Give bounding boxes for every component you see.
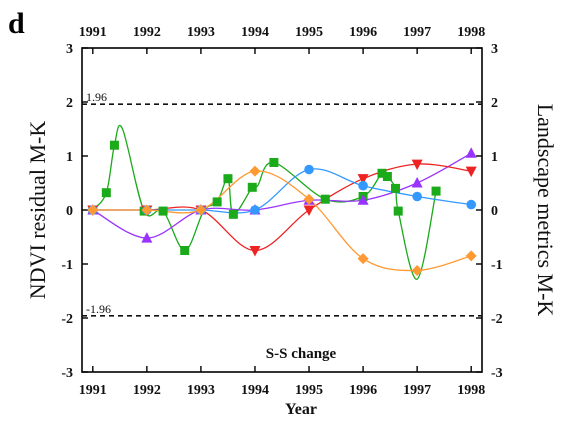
reference-line-label: -1.96 — [86, 302, 111, 316]
marker-square — [158, 206, 168, 216]
x-tick-label-top: 1996 — [349, 25, 377, 40]
x-axis-title: Year — [285, 401, 317, 418]
marker-triangle-down — [465, 166, 477, 178]
marker-square — [180, 246, 190, 255]
series-markers — [87, 140, 477, 276]
y-axis-title: NDVI residual M-K — [25, 121, 50, 300]
y-tick-label: 3 — [66, 42, 73, 57]
x-tick-label-top: 1995 — [295, 25, 323, 40]
y-tick-label: 1 — [66, 150, 73, 165]
marker-triangle-up — [357, 194, 369, 205]
y-tick-label-right: -3 — [491, 366, 503, 381]
marker-triangle-down — [249, 246, 261, 257]
x-tick-label: 1992 — [133, 383, 161, 398]
marker-square — [269, 157, 279, 167]
marker-square — [101, 188, 111, 198]
marker-diamond — [141, 204, 153, 216]
marker-diamond — [87, 204, 99, 216]
marker-diamond — [195, 204, 207, 216]
series-line — [92, 170, 472, 272]
y-tick-label: -1 — [61, 258, 73, 273]
x-tick-label-top: 1998 — [457, 25, 485, 40]
marker-square — [382, 172, 392, 182]
marker-triangle-down — [303, 205, 315, 216]
y-tick-label-right: 1 — [491, 150, 498, 165]
marker-square — [320, 194, 330, 204]
x-tick-label-top: 1994 — [241, 25, 269, 40]
x-tick-label-top: 1992 — [133, 25, 161, 40]
y-tick-label: -2 — [61, 312, 73, 327]
marker-triangle-up — [411, 177, 423, 188]
y-tick-label-right: 3 — [491, 42, 498, 57]
axes: 1991 1991 1992 1992 1993 1993 1994 1994 1995 1995… — [61, 25, 502, 398]
marker-triangle-down — [357, 174, 369, 185]
panel-label: d — [8, 7, 25, 40]
x-tick-label: 1991 — [79, 383, 107, 398]
y-tick-label: 2 — [66, 96, 73, 111]
series-line — [92, 124, 437, 280]
marker-triangle-up — [141, 232, 153, 243]
reference-lines: 1.96 -1.96 — [82, 90, 482, 317]
marker-square — [377, 168, 387, 178]
marker-square — [109, 140, 119, 150]
x-tick-label-top: 1991 — [79, 25, 107, 40]
marker-square — [393, 206, 403, 216]
marker-circle — [358, 180, 368, 191]
marker-diamond — [411, 264, 423, 276]
marker-circle — [466, 199, 476, 210]
x-tick-label: 1993 — [187, 383, 215, 398]
marker-circle — [250, 205, 260, 215]
marker-diamond — [357, 253, 369, 265]
marker-circle — [412, 191, 422, 202]
y-tick-label-right: -2 — [491, 312, 503, 327]
y-tick-label: -3 — [61, 366, 73, 381]
marker-diamond — [465, 250, 477, 262]
annotation-label: S-S change — [266, 346, 337, 362]
x-tick-label: 1996 — [349, 383, 377, 398]
marker-circle — [304, 164, 314, 175]
y-axis-title-right: Landscape metrics M-K — [533, 104, 558, 317]
x-tick-label: 1997 — [403, 383, 431, 398]
x-tick-label-top: 1993 — [187, 25, 215, 40]
y-tick-label-right: 0 — [491, 204, 498, 219]
series-lines — [92, 124, 472, 280]
marker-diamond — [303, 193, 315, 205]
series-line — [92, 152, 472, 239]
marker-square — [431, 186, 441, 196]
marker-square — [247, 182, 257, 192]
y-tick-label-right: -1 — [491, 258, 503, 273]
marker-square — [391, 183, 401, 193]
marker-square — [212, 197, 222, 207]
x-tick-label-top: 1997 — [403, 25, 431, 40]
marker-square — [223, 174, 233, 184]
marker-square — [228, 209, 238, 219]
marker-triangle-down — [411, 159, 423, 171]
marker-triangle-up — [465, 147, 477, 158]
y-tick-label-right: 2 — [491, 96, 498, 111]
y-tick-label: 0 — [66, 204, 73, 219]
x-tick-label: 1998 — [457, 383, 485, 398]
reference-line-label: 1.96 — [86, 90, 107, 104]
marker-diamond — [249, 165, 261, 177]
x-tick-label: 1995 — [295, 383, 323, 398]
x-tick-label: 1994 — [241, 383, 269, 398]
